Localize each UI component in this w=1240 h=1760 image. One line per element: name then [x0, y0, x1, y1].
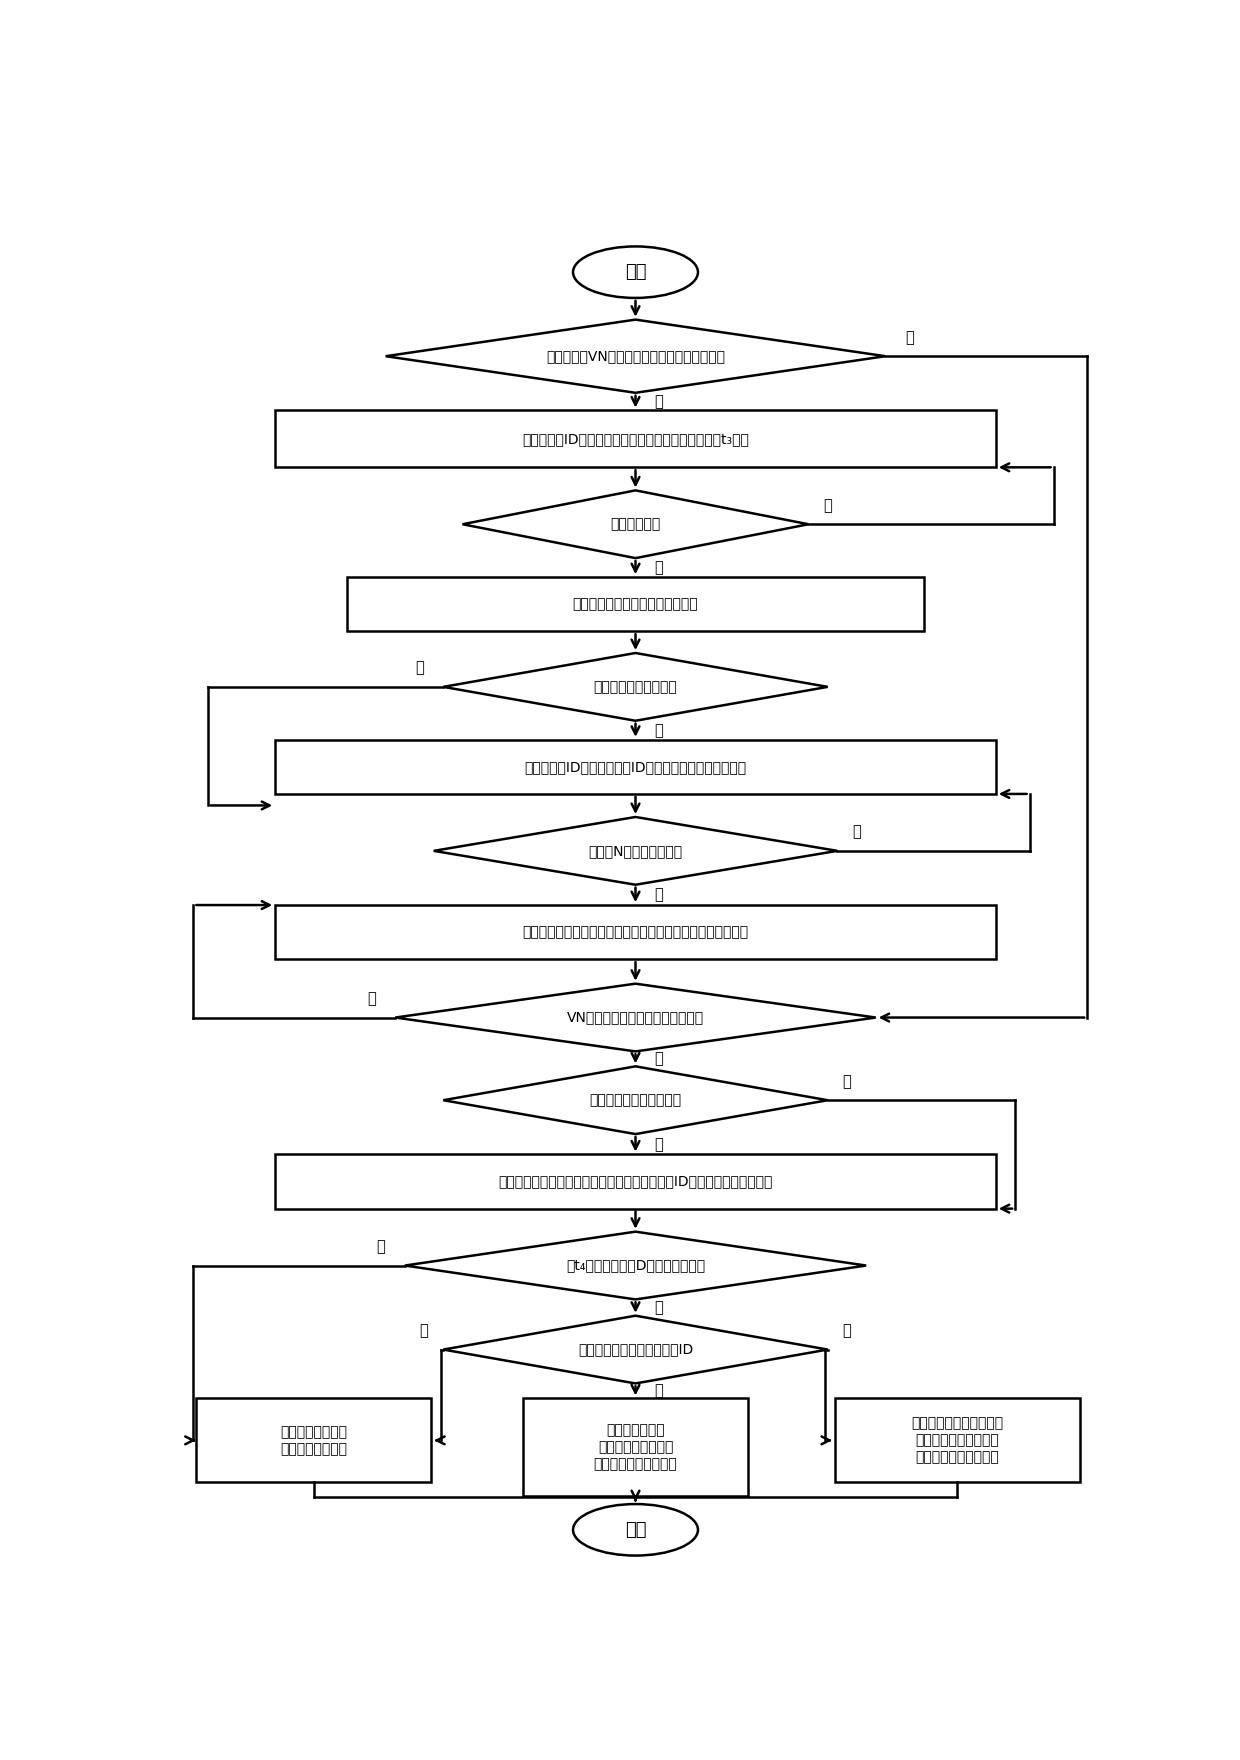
- Text: 立即向发送者发送节点接受消息；广播包含节点ID和等级的节点数据消息: 立即向发送者发送节点接受消息；广播包含节点ID和等级的节点数据消息: [498, 1174, 773, 1188]
- Text: 发送包含根ID和所有子节点ID的子根消息到其所有子节点: 发送包含根ID和所有子节点ID的子根消息到其所有子节点: [525, 760, 746, 774]
- Text: 否: 否: [842, 1324, 852, 1338]
- Text: 是: 是: [655, 1051, 663, 1067]
- Text: 广播包含根ID、根类型和根区域的根离开消息，等待t₃时间: 广播包含根ID、根类型和根区域的根离开消息，等待t₃时间: [522, 431, 749, 445]
- Text: 否: 否: [823, 498, 832, 512]
- Text: 否: 否: [419, 1324, 429, 1338]
- Text: VN区域中的节点接收到根离开消息: VN区域中的节点接收到根离开消息: [567, 1010, 704, 1024]
- Text: 开始: 开始: [625, 264, 646, 282]
- Text: 此节点具有最大等级或最小ID: 此节点具有最大等级或最小ID: [578, 1343, 693, 1357]
- Text: 将第一个发送者设置为父节点；向第一发送者发送子节点消息: 将第一个发送者设置为父节点；向第一发送者发送子节点消息: [522, 926, 749, 940]
- Text: 否: 否: [852, 824, 861, 840]
- Text: 在t₄时间内接收到D个节点数据消息: 在t₄时间内接收到D个节点数据消息: [565, 1258, 706, 1272]
- Text: 将具有最大等级的节点设
置为父节点和根节点；
启动根生命周期定时器: 将具有最大等级的节点设 置为父节点和根节点； 启动根生命周期定时器: [911, 1417, 1003, 1464]
- Text: 接收到N个节点接受消息: 接收到N个节点接受消息: [589, 843, 682, 857]
- Text: 否: 否: [842, 1074, 852, 1089]
- Text: 定时器的根生命周期终止: 定时器的根生命周期终止: [589, 1093, 682, 1107]
- Text: 功率下降到临界点以下: 功率下降到临界点以下: [594, 679, 677, 693]
- Text: 是: 是: [655, 1301, 663, 1315]
- Text: 是: 是: [655, 1137, 663, 1151]
- Text: 否: 否: [367, 991, 376, 1007]
- Text: 否: 否: [415, 660, 424, 676]
- Text: 是: 是: [655, 1383, 663, 1399]
- Text: 否: 否: [905, 329, 914, 345]
- Text: 是: 是: [655, 394, 663, 408]
- Text: 是: 是: [655, 560, 663, 576]
- Text: 结束: 结束: [625, 1521, 646, 1538]
- Text: 继续作为临时根，广播根选举消息: 继续作为临时根，广播根选举消息: [573, 597, 698, 611]
- Text: 选择下一个最大等
级节点作为根节点: 选择下一个最大等 级节点作为根节点: [280, 1424, 347, 1456]
- Text: 没有收到消息: 没有收到消息: [610, 517, 661, 532]
- Text: 设置自身为根；
广播根改变的消息；
设置其他节点为子节点: 设置自身为根； 广播根改变的消息； 设置其他节点为子节点: [594, 1422, 677, 1471]
- Text: 是: 是: [655, 887, 663, 903]
- Text: 否: 否: [377, 1239, 386, 1255]
- Text: 是: 是: [655, 723, 663, 737]
- Text: 根节点离开VN区域或其功率下降到临界点以下: 根节点离开VN区域或其功率下降到临界点以下: [546, 348, 725, 363]
